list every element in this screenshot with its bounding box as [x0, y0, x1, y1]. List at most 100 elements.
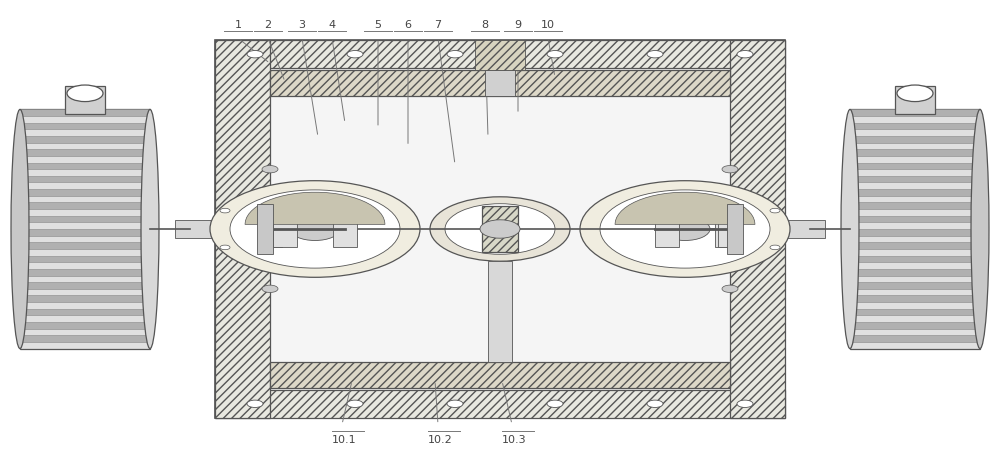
Circle shape: [547, 400, 563, 408]
Bar: [850, 150, 980, 157]
Bar: [20, 176, 150, 183]
Text: 10.3: 10.3: [502, 434, 527, 444]
Bar: [850, 269, 980, 276]
Circle shape: [262, 166, 278, 174]
Bar: [785, 220, 825, 239]
Bar: [718, 211, 742, 248]
Text: 1: 1: [234, 20, 242, 30]
Circle shape: [770, 246, 780, 250]
Ellipse shape: [141, 110, 159, 349]
Bar: [20, 216, 150, 223]
Bar: [850, 163, 980, 170]
Bar: [850, 322, 980, 329]
Text: 7: 7: [434, 20, 442, 30]
Bar: [850, 283, 980, 289]
Circle shape: [600, 190, 770, 269]
Bar: [20, 336, 150, 342]
Ellipse shape: [971, 110, 989, 349]
Circle shape: [290, 218, 340, 241]
Circle shape: [722, 285, 738, 293]
Bar: [257, 204, 273, 255]
Bar: [850, 110, 980, 117]
Circle shape: [247, 400, 263, 408]
Circle shape: [220, 209, 230, 213]
Circle shape: [445, 204, 555, 255]
Bar: [727, 204, 743, 255]
Bar: [850, 203, 980, 210]
Bar: [273, 211, 297, 248]
Circle shape: [247, 51, 263, 59]
Bar: [270, 71, 730, 96]
Bar: [175, 220, 215, 239]
Ellipse shape: [11, 110, 29, 349]
Bar: [20, 163, 150, 170]
Circle shape: [347, 51, 363, 59]
Circle shape: [897, 86, 933, 102]
Bar: [258, 211, 282, 248]
Circle shape: [262, 285, 278, 293]
Text: 2: 2: [264, 20, 272, 30]
Bar: [20, 150, 150, 157]
Text: 10.1: 10.1: [332, 434, 357, 444]
Bar: [20, 123, 150, 130]
Bar: [488, 262, 512, 363]
Polygon shape: [245, 193, 385, 225]
Bar: [20, 269, 150, 276]
Circle shape: [737, 51, 753, 59]
Bar: [65, 87, 105, 115]
Bar: [850, 216, 980, 223]
Bar: [655, 211, 679, 248]
Circle shape: [430, 197, 570, 262]
Bar: [850, 309, 980, 316]
Bar: [715, 211, 739, 248]
Circle shape: [722, 166, 738, 174]
Polygon shape: [615, 193, 755, 225]
Circle shape: [447, 400, 463, 408]
Bar: [20, 230, 150, 236]
Circle shape: [480, 220, 520, 239]
Text: 6: 6: [404, 20, 412, 30]
Bar: [20, 110, 150, 349]
Circle shape: [447, 51, 463, 59]
Circle shape: [737, 400, 753, 408]
Text: 9: 9: [514, 20, 522, 30]
Bar: [730, 41, 785, 418]
Bar: [475, 41, 525, 71]
Bar: [20, 322, 150, 329]
Bar: [485, 71, 515, 96]
Bar: [850, 336, 980, 342]
Bar: [20, 296, 150, 302]
Circle shape: [647, 51, 663, 59]
Bar: [333, 211, 357, 248]
Bar: [850, 256, 980, 263]
Bar: [850, 123, 980, 130]
Ellipse shape: [841, 110, 859, 349]
Bar: [215, 390, 785, 418]
Bar: [20, 203, 150, 210]
Circle shape: [210, 181, 420, 278]
Bar: [850, 230, 980, 236]
Text: 10: 10: [541, 20, 555, 30]
Bar: [20, 190, 150, 196]
Bar: [482, 207, 518, 252]
Text: 8: 8: [481, 20, 489, 30]
Bar: [270, 363, 730, 388]
Circle shape: [547, 51, 563, 59]
Text: 3: 3: [298, 20, 306, 30]
Text: 10.2: 10.2: [428, 434, 453, 444]
Bar: [850, 176, 980, 183]
Circle shape: [647, 400, 663, 408]
Bar: [20, 309, 150, 316]
Bar: [20, 137, 150, 143]
Bar: [20, 256, 150, 263]
Bar: [850, 110, 980, 349]
Circle shape: [67, 86, 103, 102]
Bar: [850, 137, 980, 143]
Circle shape: [220, 246, 230, 250]
Bar: [20, 110, 150, 117]
Circle shape: [580, 181, 790, 278]
Bar: [215, 41, 785, 418]
Circle shape: [660, 218, 710, 241]
Bar: [20, 283, 150, 289]
Circle shape: [347, 400, 363, 408]
